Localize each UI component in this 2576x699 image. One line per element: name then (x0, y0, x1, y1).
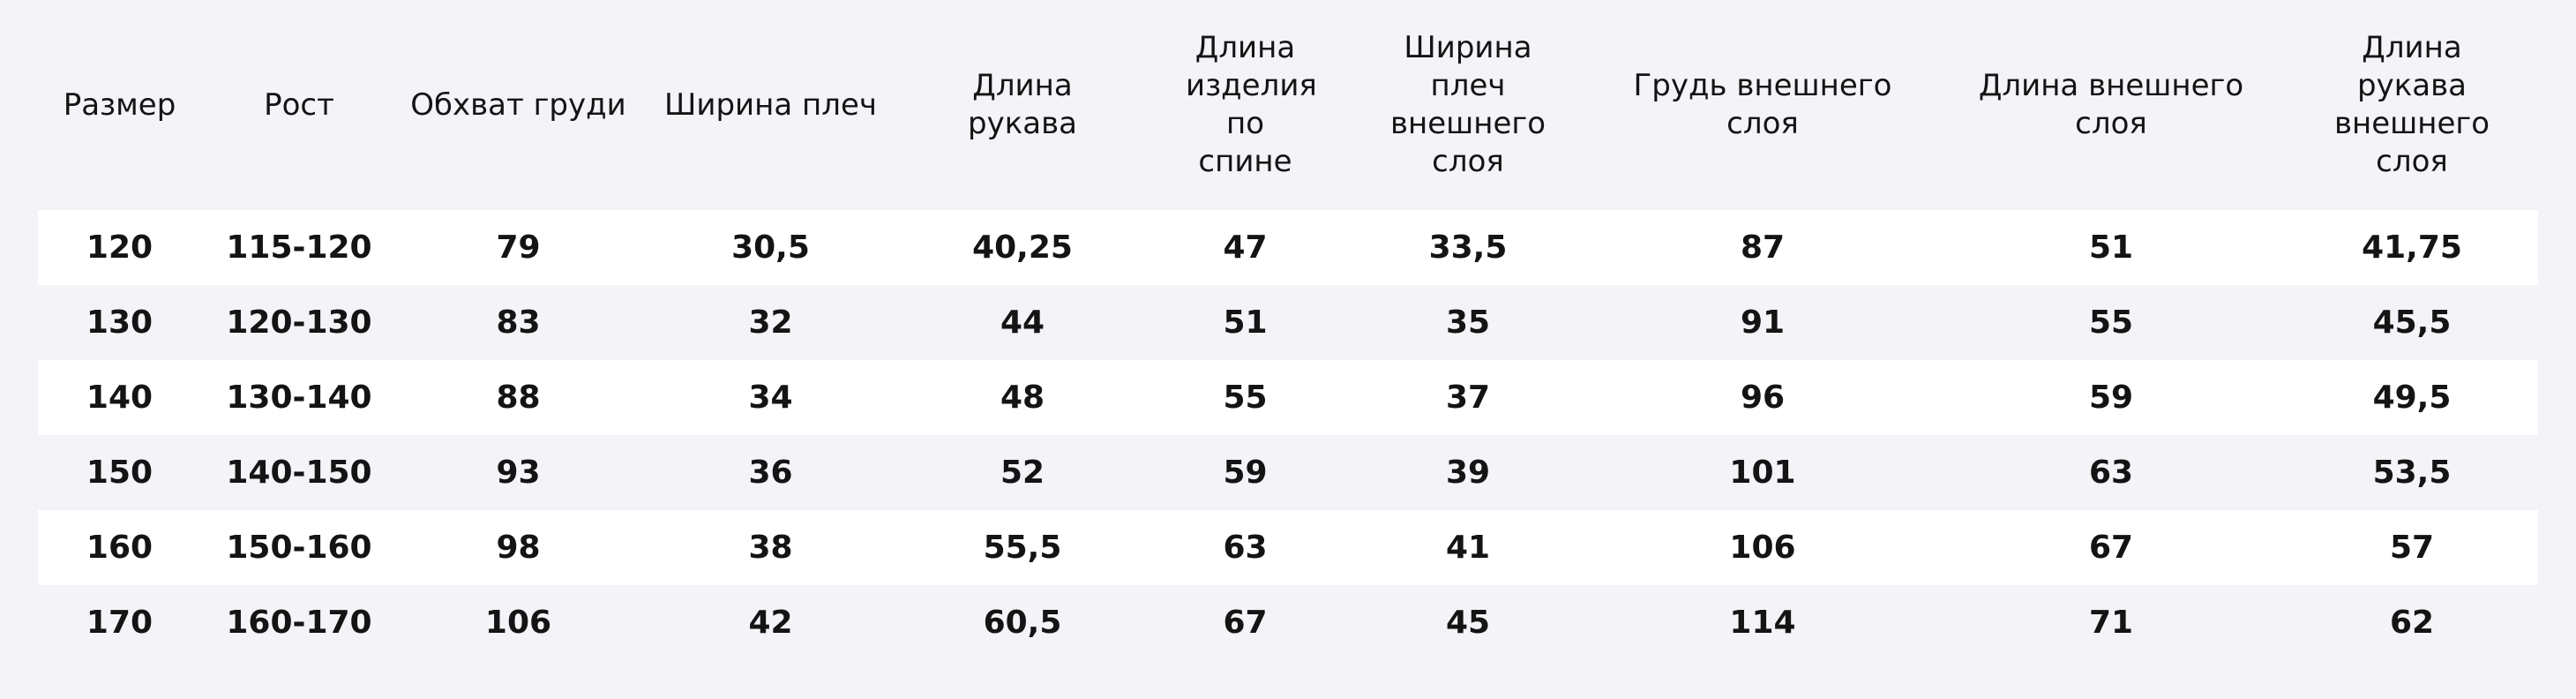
column-header: Ширина плеч (664, 86, 877, 123)
table-cell: 30,5 (640, 210, 902, 285)
table-cell: 120 (38, 210, 201, 285)
table-cell: 55 (1936, 285, 2286, 360)
table-cell: 41,75 (2286, 210, 2538, 285)
table-cell: 51 (1143, 285, 1347, 360)
column-header: Длина рукава внешнего слоя (2333, 30, 2490, 179)
table-cell: 60,5 (902, 585, 1143, 660)
table-cell: 59 (1143, 435, 1347, 510)
table-cell: 47 (1143, 210, 1347, 285)
table-cell: 33,5 (1347, 210, 1589, 285)
table-cell: 53,5 (2286, 435, 2538, 510)
table-cell: 62 (2286, 585, 2538, 660)
table-cell: 170 (38, 585, 201, 660)
table-cell: 34 (640, 360, 902, 435)
table-cell: 160-170 (201, 585, 397, 660)
column-header: Размер (63, 86, 176, 123)
column-header: Рост (264, 86, 334, 123)
table-cell: 140 (38, 360, 201, 435)
table-row: 130 120-130 83 32 44 51 35 91 55 45,5 (38, 285, 2538, 360)
table-cell: 55,5 (902, 510, 1143, 585)
column-header: Длина рукава (968, 68, 1077, 141)
column-header: Длина изделия по спине (1186, 30, 1317, 179)
column-header: Ширина плеч внешнего слоя (1389, 30, 1546, 179)
table-cell: 79 (397, 210, 640, 285)
table-cell: 87 (1589, 210, 1936, 285)
table-cell: 114 (1589, 585, 1936, 660)
table-row: 170 160-170 106 42 60,5 67 45 114 71 62 (38, 585, 2538, 660)
table-cell: 38 (640, 510, 902, 585)
table-cell: 52 (902, 435, 1143, 510)
table-body: 120 115-120 79 30,5 40,25 47 33,5 87 51 41,75 130 1… (38, 210, 2538, 660)
table-cell: 57 (2286, 510, 2538, 585)
table-cell: 49,5 (2286, 360, 2538, 435)
table-cell: 91 (1589, 285, 1936, 360)
table-cell: 106 (1589, 510, 1936, 585)
table-cell: 63 (1936, 435, 2286, 510)
table-row: 150 140-150 93 36 52 59 39 101 63 53,5 (38, 435, 2538, 510)
table-row: 160 150-160 98 38 55,5 63 41 106 67 57 (38, 510, 2538, 585)
table-cell: 51 (1936, 210, 2286, 285)
table-cell: 140-150 (201, 435, 397, 510)
table-cell: 44 (902, 285, 1143, 360)
table-cell: 48 (902, 360, 1143, 435)
table-cell: 67 (1143, 585, 1347, 660)
table-cell: 83 (397, 285, 640, 360)
table-cell: 120-130 (201, 285, 397, 360)
table-cell: 96 (1589, 360, 1936, 435)
table-cell: 32 (640, 285, 902, 360)
table-cell: 35 (1347, 285, 1589, 360)
table-cell: 37 (1347, 360, 1589, 435)
table-cell: 88 (397, 360, 640, 435)
column-header: Длина внешнего слоя (1978, 68, 2244, 141)
table-cell: 150 (38, 435, 201, 510)
table-cell: 39 (1347, 435, 1589, 510)
table-cell: 59 (1936, 360, 2286, 435)
column-header: Грудь внешнего слоя (1633, 68, 1892, 141)
column-header: Обхват груди (410, 86, 626, 123)
size-table-container: Размер Рост Обхват груди Ширина плеч Длина р… (38, 0, 2538, 660)
size-table: Размер Рост Обхват груди Ширина плеч Длина р… (38, 0, 2538, 660)
table-cell: 130 (38, 285, 201, 360)
table-cell: 40,25 (902, 210, 1143, 285)
table-row: 120 115-120 79 30,5 40,25 47 33,5 87 51 41,75 (38, 210, 2538, 285)
table-row: 140 130-140 88 34 48 55 37 96 59 49,5 (38, 360, 2538, 435)
table-cell: 36 (640, 435, 902, 510)
table-cell: 115-120 (201, 210, 397, 285)
header-row: Размер Рост Обхват груди Ширина плеч Длина р… (38, 0, 2538, 210)
table-cell: 63 (1143, 510, 1347, 585)
table-cell: 106 (397, 585, 640, 660)
table-cell: 130-140 (201, 360, 397, 435)
table-cell: 45 (1347, 585, 1589, 660)
table-cell: 93 (397, 435, 640, 510)
table-cell: 42 (640, 585, 902, 660)
table-cell: 150-160 (201, 510, 397, 585)
table-cell: 41 (1347, 510, 1589, 585)
table-cell: 71 (1936, 585, 2286, 660)
table-cell: 160 (38, 510, 201, 585)
table-cell: 45,5 (2286, 285, 2538, 360)
table-cell: 67 (1936, 510, 2286, 585)
table-cell: 101 (1589, 435, 1936, 510)
table-cell: 98 (397, 510, 640, 585)
table-cell: 55 (1143, 360, 1347, 435)
